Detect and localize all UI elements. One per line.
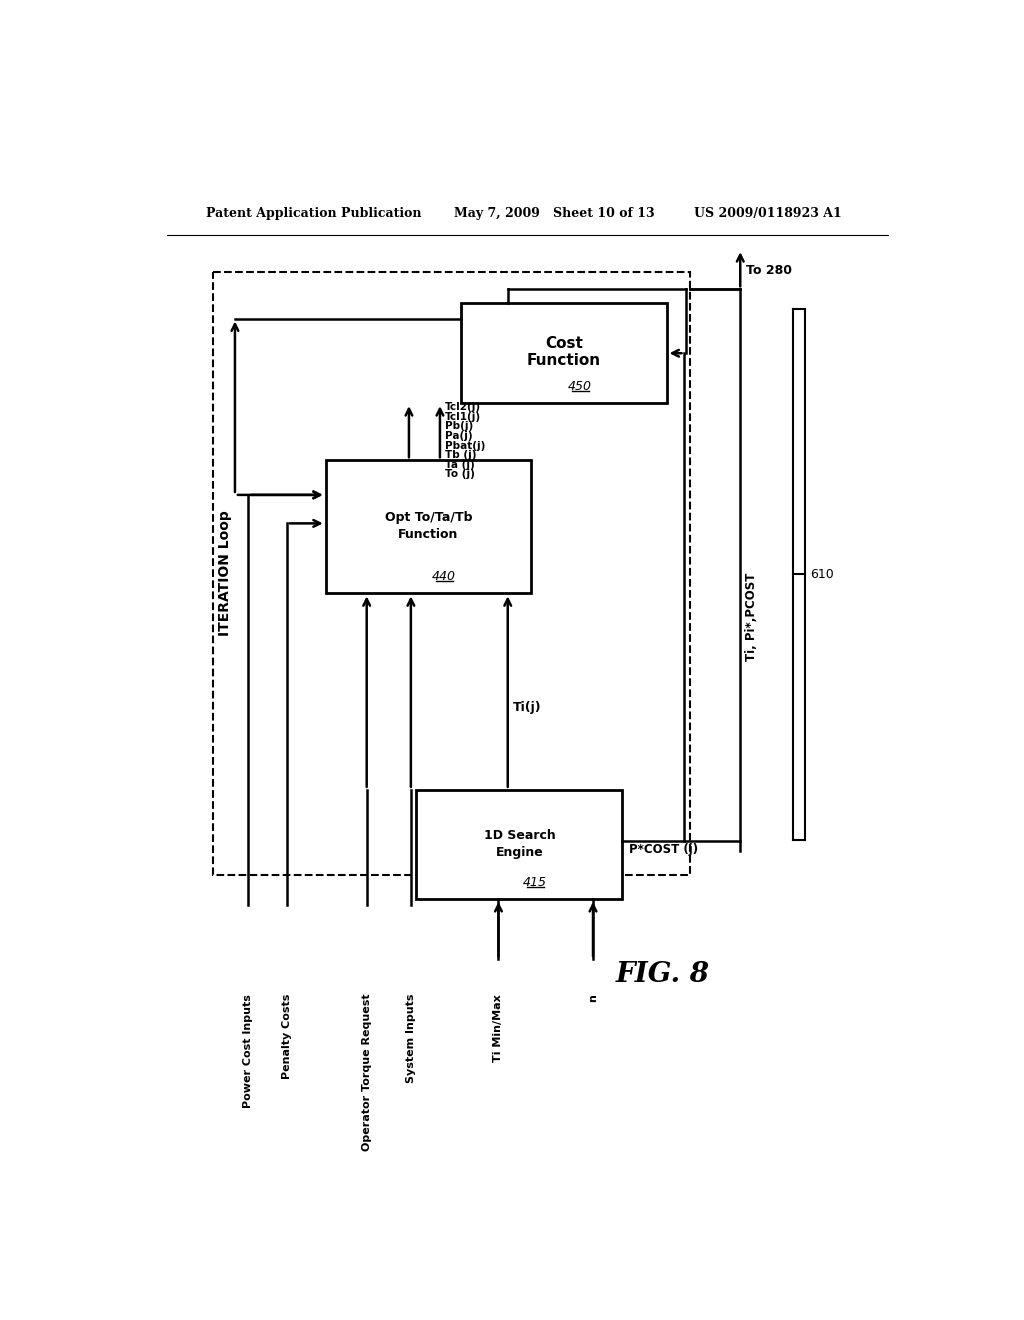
Polygon shape xyxy=(326,461,531,594)
Text: System Inputs: System Inputs xyxy=(406,994,416,1084)
Text: Engine: Engine xyxy=(496,846,544,859)
Text: Opt To/Ta/Tb: Opt To/Ta/Tb xyxy=(385,511,472,524)
Text: Penalty Costs: Penalty Costs xyxy=(282,994,292,1080)
Text: Operator Torque Request: Operator Torque Request xyxy=(361,994,372,1151)
Text: ITERATION Loop: ITERATION Loop xyxy=(218,511,231,636)
Text: Ta (j): Ta (j) xyxy=(444,459,474,470)
Text: Pb(j): Pb(j) xyxy=(444,421,473,432)
Text: To (j): To (j) xyxy=(444,469,474,479)
Text: Power Cost Inputs: Power Cost Inputs xyxy=(243,994,253,1107)
Text: Function: Function xyxy=(527,354,601,368)
Text: To 280: To 280 xyxy=(746,264,793,277)
Text: Tcl2(j): Tcl2(j) xyxy=(444,403,480,412)
Text: Ti Min/Max: Ti Min/Max xyxy=(494,994,504,1061)
Text: 610: 610 xyxy=(810,568,834,581)
Text: Ti(j): Ti(j) xyxy=(512,701,541,714)
Text: 440: 440 xyxy=(432,570,456,583)
Polygon shape xyxy=(417,789,623,899)
Polygon shape xyxy=(461,304,667,404)
Text: Function: Function xyxy=(398,528,459,541)
Text: 1D Search: 1D Search xyxy=(483,829,555,842)
Text: Tb (j): Tb (j) xyxy=(444,450,476,461)
Text: US 2009/0118923 A1: US 2009/0118923 A1 xyxy=(693,207,842,220)
Text: Pa(j): Pa(j) xyxy=(444,432,472,441)
Text: 450: 450 xyxy=(567,380,592,393)
Text: n: n xyxy=(588,994,598,1002)
Text: Patent Application Publication: Patent Application Publication xyxy=(206,207,421,220)
Text: May 7, 2009   Sheet 10 of 13: May 7, 2009 Sheet 10 of 13 xyxy=(454,207,654,220)
Text: Tcl1(j): Tcl1(j) xyxy=(444,412,480,422)
Text: 415: 415 xyxy=(523,875,547,888)
Text: Pbat(j): Pbat(j) xyxy=(444,441,485,450)
Text: Cost: Cost xyxy=(545,337,583,351)
Text: FIG. 8: FIG. 8 xyxy=(615,961,710,989)
Text: Ti, Pi*,PCOST: Ti, Pi*,PCOST xyxy=(744,573,758,661)
Text: P*COST (j): P*COST (j) xyxy=(629,843,697,857)
